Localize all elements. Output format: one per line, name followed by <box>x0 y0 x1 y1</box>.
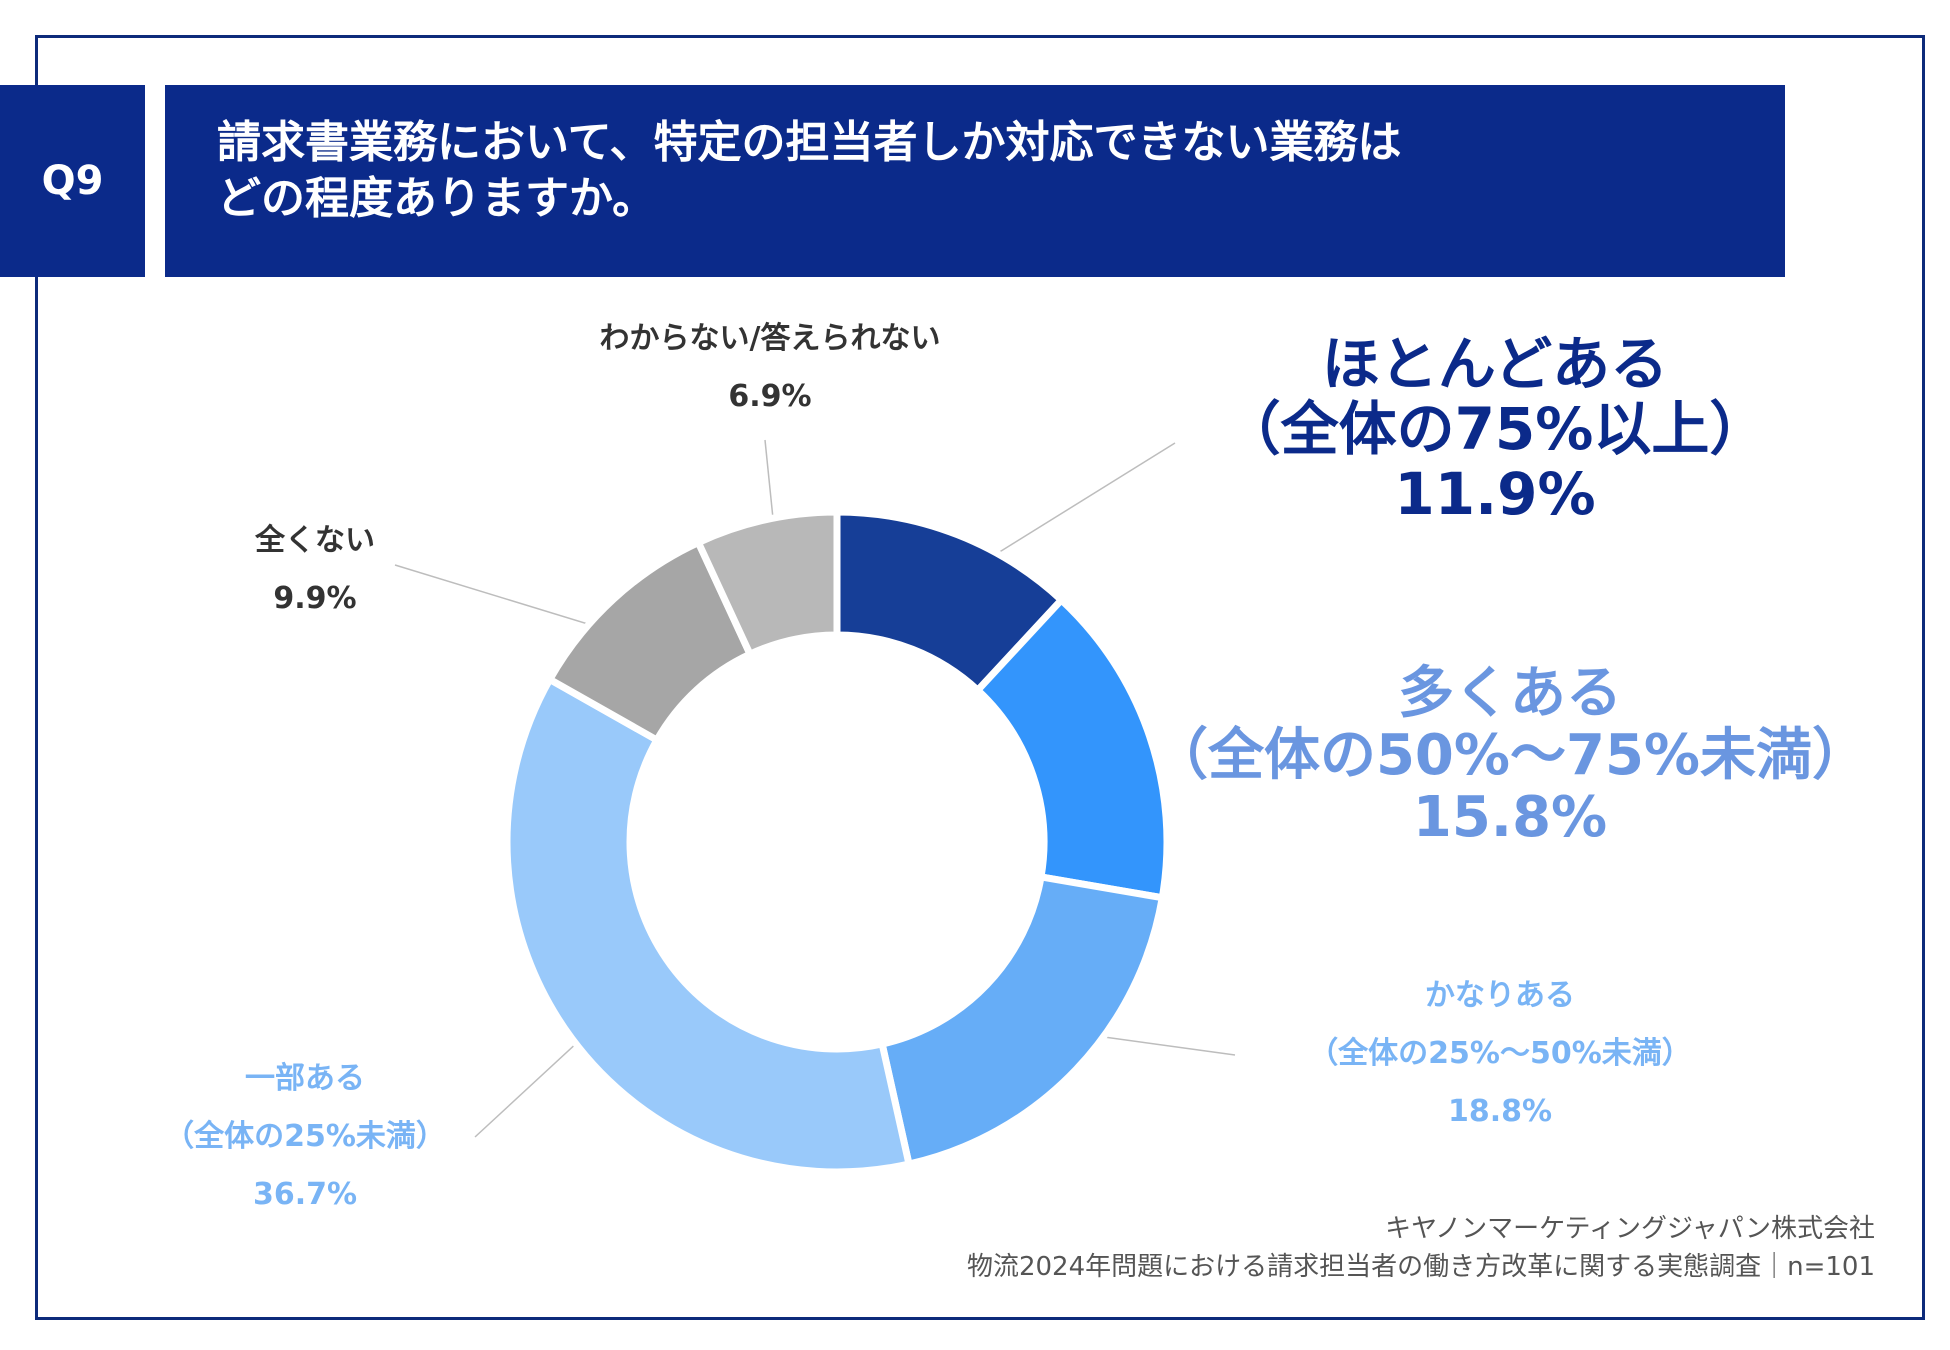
label-ooku-aru: 多くある （全体の50%〜75%未満） 15.8% <box>1150 663 1870 849</box>
label-kanari-aru: かなりある （全体の25%〜50%未満） 18.8% <box>1265 967 1735 1141</box>
source-note: キヤノンマーケティングジャパン株式会社 物流2024年問題における請求担当者の働… <box>967 1210 1875 1286</box>
outer-frame <box>35 35 1925 1320</box>
label-ichibu-value: 36.7% <box>252 1177 358 1212</box>
label-hotondo-value: 11.9% <box>1394 460 1596 528</box>
label-hotondo-title: ほとんどある <box>1321 330 1669 398</box>
label-ichibu-aru: 一部ある （全体の25%未満） 36.7% <box>140 1050 470 1224</box>
label-wakaranai: わからない/答えられない 6.9% <box>520 310 1020 426</box>
slice-ichibu <box>503 675 913 1176</box>
question-title-line1: 請求書業務において、特定の担当者しか対応できない業務は <box>217 117 1402 168</box>
label-kanari-sub: （全体の25%〜50%未満） <box>1308 1036 1692 1071</box>
label-ooku-sub: （全体の50%〜75%未満） <box>1151 723 1869 788</box>
label-mattaku-nai: 全くない 9.9% <box>200 512 430 628</box>
label-ichibu-sub: （全体の25%未満） <box>164 1119 446 1154</box>
label-wakaranai-value: 6.9% <box>728 379 812 414</box>
label-kanari-value: 18.8% <box>1447 1094 1553 1129</box>
label-ooku-title: 多くある <box>1398 661 1622 726</box>
label-wakaranai-title: わからない/答えられない <box>599 321 941 356</box>
label-mattaku-value: 9.9% <box>273 581 357 616</box>
label-hotondo-sub: （全体の75%以上） <box>1222 395 1768 463</box>
source-survey: 物流2024年問題における請求担当者の働き方改革に関する実態調査｜n=101 <box>966 1252 1875 1282</box>
question-title: 請求書業務において、特定の担当者しか対応できない業務は どの程度ありますか。 <box>165 85 1785 277</box>
label-ichibu-title: 一部ある <box>245 1061 365 1096</box>
label-mattaku-title: 全くない <box>255 523 375 558</box>
source-company: キヤノンマーケティングジャパン株式会社 <box>1385 1214 1875 1244</box>
label-hotondo-aru: ほとんどある （全体の75%以上） 11.9% <box>1195 332 1795 527</box>
label-kanari-title: かなりある <box>1425 978 1575 1013</box>
question-badge: Q9 <box>0 85 145 277</box>
donut-slices <box>503 508 1171 1176</box>
label-ooku-value: 15.8% <box>1412 785 1608 850</box>
slice-kanari <box>878 873 1166 1168</box>
question-title-line2: どの程度ありますか。 <box>217 173 657 224</box>
slice-wakaranai <box>694 508 841 658</box>
